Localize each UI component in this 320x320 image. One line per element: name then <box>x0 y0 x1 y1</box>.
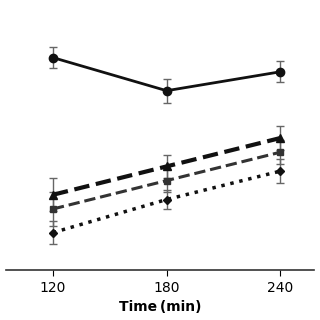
X-axis label: Time (min): Time (min) <box>119 300 201 315</box>
